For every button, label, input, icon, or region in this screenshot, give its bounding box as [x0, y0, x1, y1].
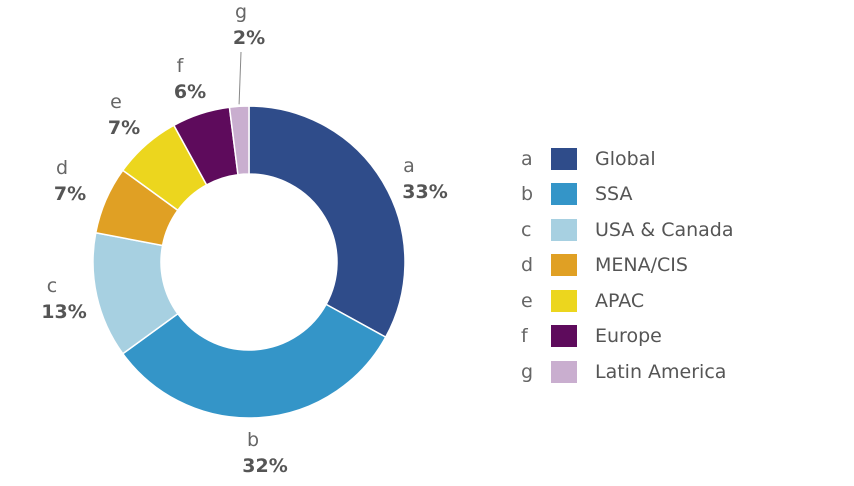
legend-swatch	[551, 147, 577, 170]
legend-swatch	[551, 360, 577, 383]
slice-percent-label-c: 13%	[41, 301, 86, 323]
legend-item-c: c USA & Canada	[521, 212, 734, 248]
legend-item-f: f Europe	[521, 319, 734, 355]
slice-a	[248, 105, 406, 339]
legend-item-e: e APAC	[521, 283, 734, 319]
legend-label: SSA	[595, 183, 633, 206]
legend-label: Latin America	[595, 360, 727, 383]
legend-label: MENA/CIS	[595, 254, 688, 277]
legend: a Global b SSA c USA & Canada d MENA/CIS e APAC f E…	[521, 141, 734, 390]
slice-letter-label-d: d	[56, 157, 68, 179]
slice-letter-label-b: b	[247, 429, 259, 451]
legend-label: APAC	[595, 289, 645, 312]
slice-letter-label-e: e	[110, 91, 122, 113]
legend-letter: b	[521, 183, 534, 206]
leader-line-g	[238, 51, 242, 105]
legend-label: Europe	[595, 325, 662, 348]
slice-percent-label-d: 7%	[54, 183, 86, 205]
slice-b	[121, 303, 387, 419]
slice-percent-label-b: 32%	[242, 455, 287, 477]
slice-letter-label-c: c	[47, 275, 57, 297]
legend-item-b: b SSA	[521, 177, 734, 213]
legend-item-a: a Global	[521, 141, 734, 177]
legend-letter: f	[521, 325, 528, 348]
legend-item-g: g Latin America	[521, 354, 734, 390]
slice-percent-label-e: 7%	[108, 117, 140, 139]
legend-letter: d	[521, 254, 534, 277]
slice-letter-label-a: a	[403, 155, 415, 177]
legend-swatch	[551, 325, 577, 348]
slice-letter-label-f: f	[177, 55, 185, 77]
slice-percent-label-g: 2%	[233, 27, 265, 49]
legend-swatch	[551, 218, 577, 241]
slice-letter-label-g: g	[235, 1, 247, 23]
legend-letter: g	[521, 360, 534, 383]
legend-letter: c	[521, 218, 532, 241]
legend-letter: e	[521, 289, 533, 312]
donut-chart: a 33% b 32% c 13% d 7% e 7% f 6% g 2%	[41, 1, 447, 477]
slice-percent-label-f: 6%	[174, 81, 206, 103]
slice-g	[228, 105, 250, 176]
legend-swatch	[551, 289, 577, 312]
legend-item-d: d MENA/CIS	[521, 248, 734, 284]
legend-letter: a	[521, 147, 533, 170]
legend-label: Global	[595, 147, 656, 170]
slice-percent-label-a: 33%	[402, 181, 447, 203]
legend-swatch	[551, 183, 577, 206]
legend-swatch	[551, 254, 577, 277]
legend-label: USA & Canada	[595, 218, 734, 241]
